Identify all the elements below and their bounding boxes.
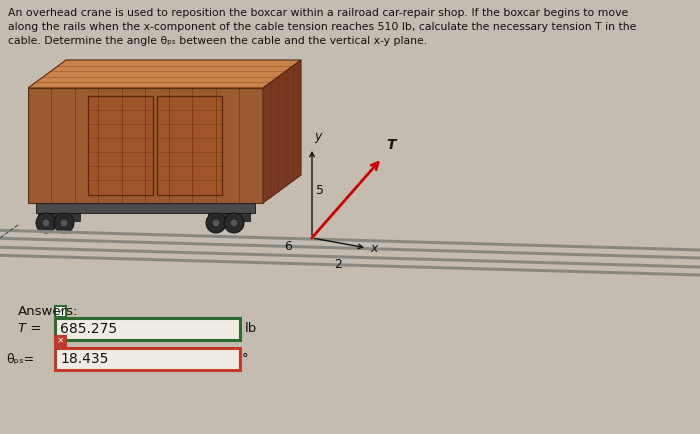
Polygon shape: [28, 88, 263, 203]
Text: 2: 2: [334, 258, 342, 271]
Circle shape: [230, 219, 238, 227]
Text: Answers:: Answers:: [18, 305, 78, 318]
Circle shape: [224, 213, 244, 233]
Text: 685.275: 685.275: [60, 322, 117, 336]
Circle shape: [42, 219, 50, 227]
Bar: [88, 96, 153, 195]
Bar: [208, 213, 250, 221]
Text: lb: lb: [245, 322, 258, 335]
FancyBboxPatch shape: [55, 348, 240, 370]
Text: °: °: [242, 352, 248, 365]
Text: 18.435: 18.435: [60, 352, 108, 366]
Text: T =: T =: [18, 322, 41, 335]
Polygon shape: [28, 60, 301, 88]
Bar: [55, 306, 66, 317]
Text: An overhead crane is used to reposition the boxcar within a railroad car-repair : An overhead crane is used to reposition …: [8, 8, 629, 18]
Text: ✓: ✓: [57, 306, 64, 316]
Text: T: T: [386, 138, 396, 152]
Circle shape: [60, 219, 68, 227]
Circle shape: [54, 213, 74, 233]
Circle shape: [206, 213, 226, 233]
Text: ×: ×: [57, 336, 64, 345]
Circle shape: [36, 213, 56, 233]
Text: x: x: [370, 241, 377, 254]
Bar: [38, 213, 80, 221]
FancyBboxPatch shape: [55, 318, 240, 340]
Text: 6: 6: [284, 240, 292, 253]
Bar: [36, 203, 255, 213]
Bar: [157, 96, 222, 195]
Text: y: y: [314, 130, 321, 143]
Text: θₚₛ=: θₚₛ=: [6, 352, 34, 365]
Polygon shape: [263, 60, 301, 203]
Text: 5: 5: [316, 184, 324, 197]
Text: along the rails when the x-component of the cable tension reaches 510 lb, calcul: along the rails when the x-component of …: [8, 22, 636, 32]
Bar: [55, 336, 66, 347]
Text: cable. Determine the angle θₚₛ between the cable and the vertical x-y plane.: cable. Determine the angle θₚₛ between t…: [8, 36, 427, 46]
Circle shape: [212, 219, 220, 227]
